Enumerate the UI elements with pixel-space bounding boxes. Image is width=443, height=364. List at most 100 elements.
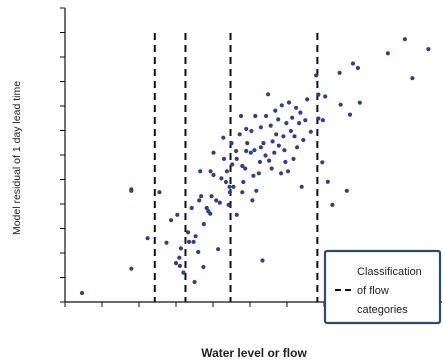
data-point xyxy=(129,188,134,193)
data-point xyxy=(229,141,234,146)
data-point xyxy=(402,37,407,42)
data-point xyxy=(145,236,150,241)
data-point xyxy=(196,249,201,255)
data-point xyxy=(303,118,308,123)
data-point xyxy=(290,115,295,120)
data-point xyxy=(279,103,284,108)
data-point xyxy=(291,156,296,161)
data-point xyxy=(426,47,431,52)
data-point xyxy=(385,51,390,56)
data-point xyxy=(251,173,256,178)
data-point xyxy=(320,118,325,123)
data-point xyxy=(201,264,206,270)
data-point xyxy=(224,169,229,174)
y-axis-ticks xyxy=(60,7,65,303)
data-point xyxy=(231,184,236,189)
data-point xyxy=(267,158,272,163)
data-point xyxy=(191,239,196,244)
data-point xyxy=(263,153,268,158)
data-point xyxy=(347,112,353,117)
data-point xyxy=(337,70,342,75)
legend-label-line-3: categories xyxy=(357,304,408,316)
data-point xyxy=(338,102,343,107)
x-axis-label: Water level or flow xyxy=(201,346,307,360)
data-point xyxy=(292,134,297,139)
data-point xyxy=(217,200,222,205)
data-point xyxy=(264,113,269,119)
data-point xyxy=(169,218,174,223)
data-points xyxy=(79,37,431,296)
data-point xyxy=(294,105,299,110)
data-point xyxy=(129,266,134,271)
data-point xyxy=(244,126,249,132)
data-point xyxy=(238,113,244,119)
legend-label-line-2: of flow xyxy=(357,285,389,297)
data-point xyxy=(276,143,281,148)
data-point xyxy=(295,145,300,150)
legend-label-line-1: Classification xyxy=(357,266,422,278)
data-point xyxy=(357,100,362,105)
data-point xyxy=(297,121,302,126)
data-point xyxy=(316,116,321,121)
data-point xyxy=(204,205,209,211)
data-point xyxy=(257,159,262,165)
data-point xyxy=(286,100,292,105)
data-point xyxy=(252,148,257,153)
data-point xyxy=(254,188,259,193)
data-point xyxy=(201,222,206,227)
data-point xyxy=(234,148,239,154)
legend: Classification of flow categories xyxy=(323,249,442,325)
data-point xyxy=(355,65,360,71)
data-point xyxy=(284,121,289,126)
data-point xyxy=(350,61,356,66)
data-point xyxy=(211,172,216,178)
data-point xyxy=(410,76,415,81)
data-point xyxy=(175,212,180,217)
data-point xyxy=(234,212,239,217)
data-point xyxy=(248,150,253,155)
data-point xyxy=(177,255,182,260)
data-point xyxy=(323,94,328,99)
data-point xyxy=(164,240,169,245)
data-point xyxy=(316,92,321,97)
data-point xyxy=(245,141,250,146)
data-point xyxy=(279,171,284,176)
data-point xyxy=(270,139,275,144)
flow-category-lines xyxy=(153,33,319,302)
data-point xyxy=(199,194,204,199)
data-point xyxy=(186,230,191,235)
data-point xyxy=(187,239,192,244)
data-point xyxy=(320,160,325,165)
data-point xyxy=(301,137,306,143)
data-point xyxy=(260,258,265,263)
data-point xyxy=(197,198,202,203)
data-point xyxy=(249,128,254,134)
data-point xyxy=(208,169,213,174)
data-point xyxy=(299,184,304,189)
data-point xyxy=(344,188,349,193)
data-point xyxy=(305,97,310,102)
data-point xyxy=(177,263,182,268)
data-point xyxy=(261,141,266,146)
data-point xyxy=(308,129,313,134)
data-point xyxy=(173,261,179,266)
data-point xyxy=(269,166,274,171)
data-point xyxy=(234,156,239,161)
data-point xyxy=(285,169,291,174)
data-point xyxy=(256,171,261,176)
data-point xyxy=(221,156,227,161)
data-point xyxy=(178,246,183,251)
data-point xyxy=(298,110,303,115)
data-point xyxy=(79,290,85,296)
data-point xyxy=(226,202,231,207)
data-point xyxy=(253,113,258,119)
data-point xyxy=(219,176,224,181)
data-point xyxy=(157,190,162,195)
legend-box xyxy=(323,249,442,325)
data-point xyxy=(214,198,219,203)
data-point xyxy=(243,166,248,171)
data-point xyxy=(330,202,335,207)
data-point xyxy=(258,125,263,130)
data-point xyxy=(209,194,214,199)
